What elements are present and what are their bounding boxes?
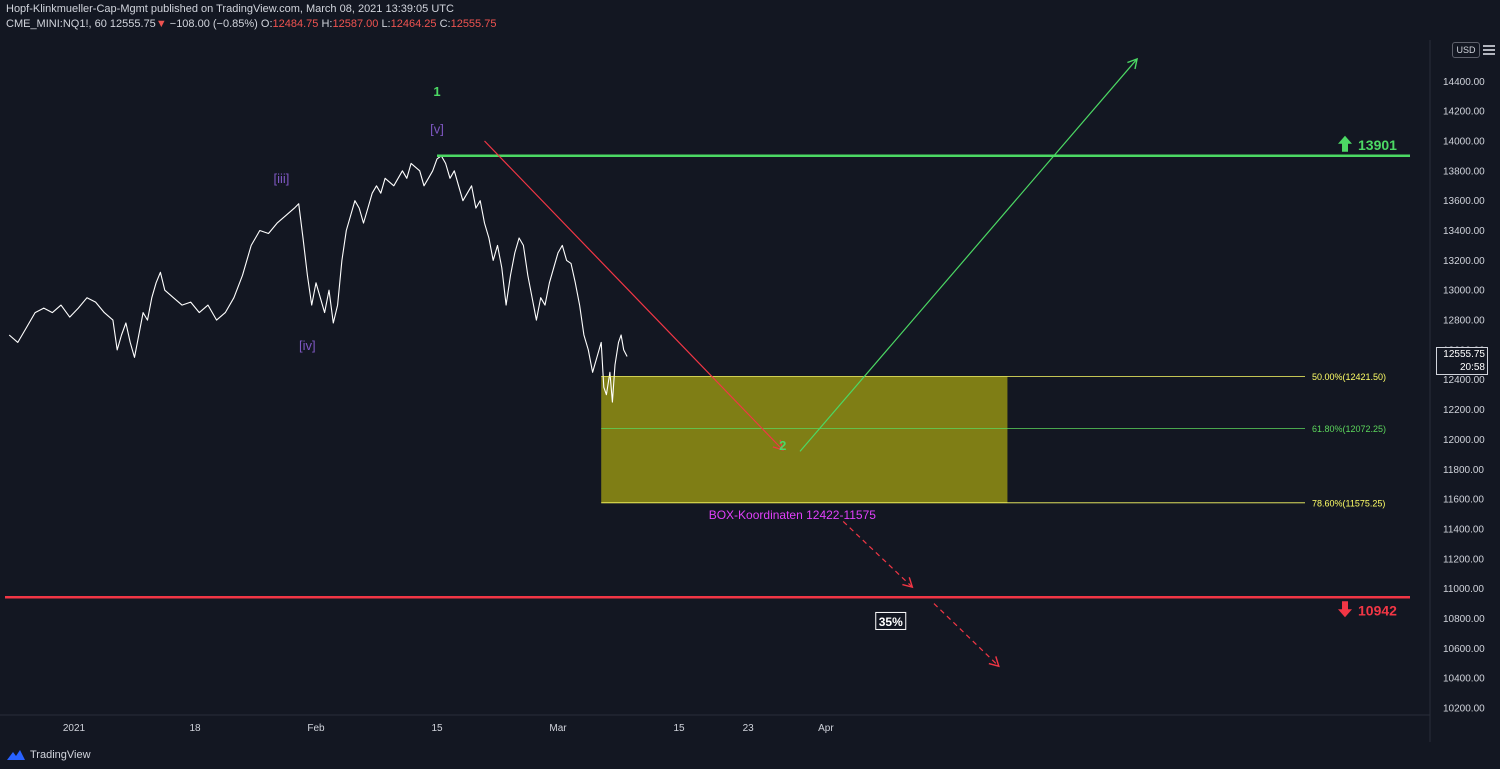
high-label: H:	[321, 18, 333, 30]
wave-label: [iv]	[299, 338, 316, 353]
time-tick-label: 2021	[63, 723, 86, 734]
wave-label: [v]	[430, 122, 444, 137]
red-dashed-arrow	[842, 521, 914, 589]
time-tick-label: Mar	[549, 723, 567, 734]
price-tick-label: 12200.00	[1443, 405, 1485, 416]
time-tick-label: 18	[189, 723, 201, 734]
price-axis[interactable]: 10200.00 10400.00 10600.00 10800.00 11000.00…	[1429, 40, 1485, 742]
last-price: 12555.75	[109, 18, 156, 30]
wave-label: 1	[433, 84, 440, 99]
price-tick-label: 14200.00	[1443, 107, 1485, 118]
low-value: 12464.25	[390, 18, 437, 30]
close-value: 12555.75	[450, 18, 497, 30]
price-tick-label: 11200.00	[1443, 554, 1484, 565]
green-solid-arrow	[799, 57, 1139, 452]
menu-icon[interactable]	[1483, 43, 1495, 55]
percent-label-box	[875, 611, 907, 630]
price-tick-label: 13800.00	[1443, 166, 1485, 177]
price-tick-label: 10200.00	[1443, 704, 1485, 715]
tradingview-logo-icon[interactable]	[6, 749, 26, 761]
time-tick-label: 23	[743, 723, 755, 734]
wave-label: 2	[779, 438, 786, 453]
currency-button[interactable]: USD	[1452, 42, 1480, 58]
down-triangle-icon: ▼	[155, 18, 167, 30]
close-label: C:	[439, 18, 451, 30]
current-price-value: 12555.75	[1443, 349, 1485, 360]
footer-brand[interactable]: TradingView	[30, 749, 91, 761]
red-solid-arrow	[484, 140, 784, 451]
time-tick-label: 15	[431, 723, 443, 734]
low-label: L:	[381, 18, 391, 30]
current-price-tag: 12555.75 20:58	[1436, 347, 1488, 375]
price-tick-label: 10800.00	[1443, 614, 1485, 625]
time-tick-label: Apr	[818, 723, 834, 734]
open-label: O:	[260, 18, 273, 30]
fib-level-label: 50.00%(12421.50)	[1312, 372, 1386, 382]
fib-level-label: 78.60%(11575.25)	[1312, 498, 1385, 508]
retracement-box	[601, 376, 1008, 503]
price-tick-label: 11400.00	[1443, 524, 1484, 535]
symbol-name[interactable]: CME_MINI:NQ1!, 60	[6, 18, 107, 30]
price-tick-label: 10600.00	[1443, 644, 1485, 655]
percent-label: 35%	[879, 615, 903, 629]
price-tick-label: 11000.00	[1443, 584, 1484, 595]
price-tick-label: 11600.00	[1443, 495, 1484, 506]
bar-countdown: 20:58	[1459, 362, 1485, 373]
price-tick-label: 13000.00	[1443, 286, 1485, 297]
publisher-line: Hopf-Klinkmueller-Cap-Mgmt published on …	[6, 3, 454, 15]
price-tick-label: 12000.00	[1443, 435, 1485, 446]
price-series-line	[8, 155, 628, 403]
up-arrow-icon	[1338, 135, 1352, 152]
box-caption: BOX-Koordinaten 12422-11575	[709, 508, 877, 522]
time-tick-label: 15	[673, 723, 685, 734]
open-value: 12484.75	[272, 18, 319, 30]
time-axis[interactable]: 2021 18 Feb 15 Mar 15 23 Apr	[0, 714, 1430, 734]
price-tick-label: 11800.00	[1443, 465, 1484, 476]
symbol-line: CME_MINI:NQ1!, 60 12555.75▼ −108.00 (−0.…	[6, 18, 496, 30]
price-tick-label: 13200.00	[1443, 256, 1485, 267]
support-label: 10942	[1358, 602, 1397, 618]
price-tick-label: 14400.00	[1443, 77, 1485, 88]
down-arrow-icon	[1338, 601, 1352, 618]
high-value: 12587.00	[332, 18, 379, 30]
price-tick-label: 10400.00	[1443, 674, 1485, 685]
footer: TradingView	[6, 746, 91, 764]
price-tick-label: 14000.00	[1443, 137, 1485, 148]
price-tick-label: 12800.00	[1443, 316, 1485, 327]
wave-label: [iii]	[273, 171, 289, 186]
price-change: −108.00 (−0.85%)	[169, 18, 258, 30]
price-tick-label: 13400.00	[1443, 226, 1485, 237]
time-tick-label: Feb	[307, 723, 325, 734]
red-dashed-arrow	[933, 603, 1000, 668]
fib-level-label: 61.80%(12072.25)	[1312, 424, 1386, 434]
price-tick-label: 12400.00	[1443, 375, 1485, 386]
price-tick-label: 13600.00	[1443, 196, 1485, 207]
resistance-label: 13901	[1358, 137, 1397, 153]
